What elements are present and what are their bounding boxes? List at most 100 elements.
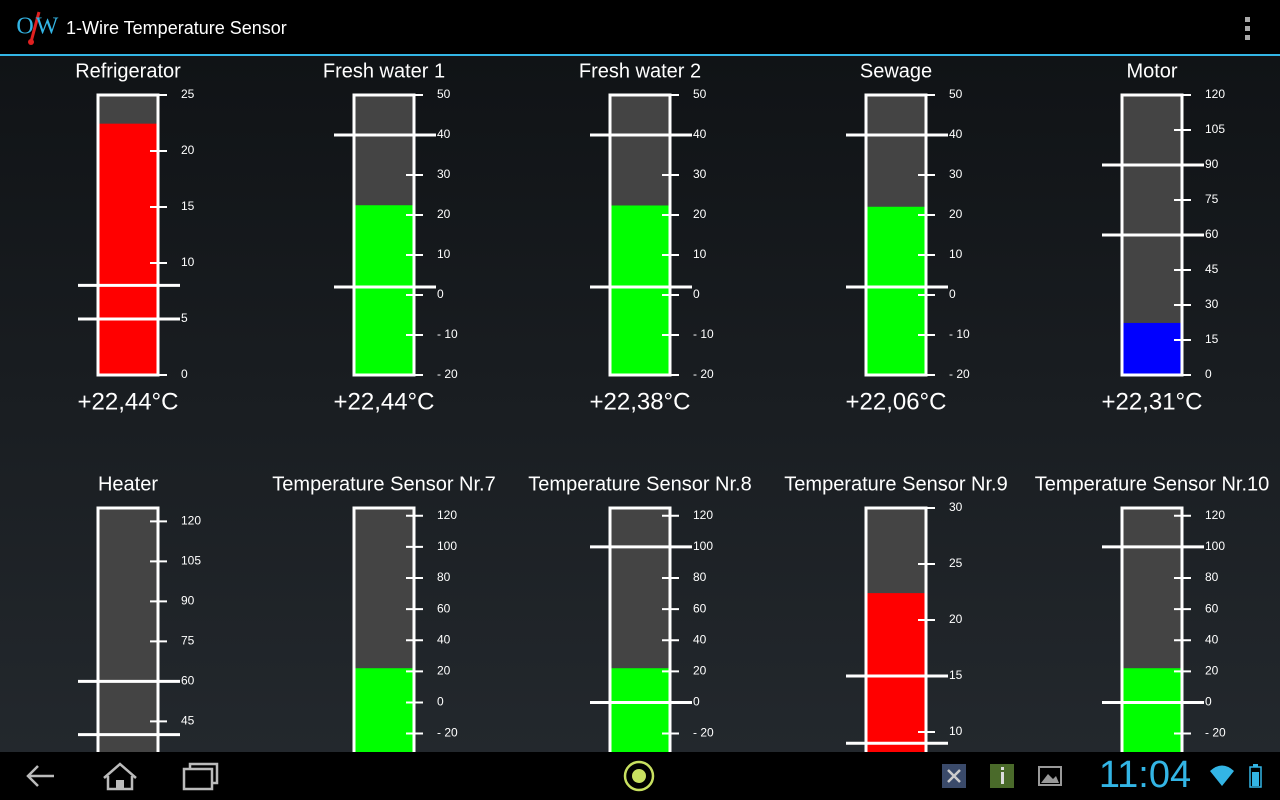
tick-label: 40 xyxy=(693,632,707,646)
tick-label: 120 xyxy=(693,508,713,522)
tick-label: 15 xyxy=(1205,332,1219,346)
tick-label: 20 xyxy=(437,664,451,678)
tick-label: 20 xyxy=(949,612,963,626)
tick-label: 15 xyxy=(949,668,963,682)
gauge-reading: +22,44°C xyxy=(77,388,178,415)
tick-label: 60 xyxy=(693,601,707,615)
gauge-frame xyxy=(352,506,416,752)
recents-button[interactable] xyxy=(182,762,219,791)
tick-label: 80 xyxy=(1205,570,1219,584)
gauge-level xyxy=(610,668,670,752)
tick-label: 0 xyxy=(1205,367,1212,381)
home-button[interactable] xyxy=(103,762,137,791)
gauge-title: Refrigerator xyxy=(75,60,181,82)
app-switch-button[interactable] xyxy=(623,760,655,792)
tick-label: - 20 xyxy=(949,367,970,381)
notification-glyph xyxy=(1001,772,1004,784)
gauge-reading: +22,06°C xyxy=(845,388,946,415)
gauge-reading: +22,31°C xyxy=(1101,388,1202,415)
tick-label: 100 xyxy=(693,539,713,553)
tick-label: 120 xyxy=(1205,508,1225,522)
gauge-level xyxy=(1122,322,1182,375)
gauge-level xyxy=(610,205,670,375)
temperature-gauge: Temperature Sensor Nr.8 - 20 0 20 40 60 80 100 1… xyxy=(528,473,752,752)
notification-glyph xyxy=(1001,767,1004,770)
tick-label: 30 xyxy=(949,167,963,181)
tick-label: 40 xyxy=(1205,632,1219,646)
gauge-level xyxy=(354,668,414,752)
clock: 11:04 xyxy=(1099,754,1191,796)
gauge-title: Heater xyxy=(98,473,158,495)
gauge-level xyxy=(98,123,158,375)
tick-label: 20 xyxy=(693,207,707,221)
tick-label: 45 xyxy=(1205,262,1219,276)
overflow-menu[interactable] xyxy=(1245,17,1250,40)
app-logo[interactable]: O W xyxy=(16,11,59,45)
tick-label: 20 xyxy=(437,207,451,221)
tick-label: 10 xyxy=(181,255,195,269)
tick-label: 0 xyxy=(1205,695,1212,709)
tick-label: 60 xyxy=(181,674,195,688)
gauge-title: Temperature Sensor Nr.10 xyxy=(1035,473,1270,495)
tick-label: 30 xyxy=(949,500,963,514)
app-title: 1-Wire Temperature Sensor xyxy=(66,18,287,38)
gauge-title: Fresh water 1 xyxy=(323,60,445,82)
battery-icon xyxy=(1249,764,1262,788)
tick-label: 40 xyxy=(949,127,963,141)
tick-label: - 20 xyxy=(437,726,458,740)
recents-icon-back xyxy=(188,762,219,785)
tick-label: 0 xyxy=(693,287,700,301)
tick-label: 10 xyxy=(949,247,963,261)
tick-label: 50 xyxy=(437,87,451,101)
tick-label: 20 xyxy=(693,664,707,678)
gauge-frame xyxy=(608,93,672,377)
tick-label: 60 xyxy=(1205,227,1219,241)
tick-label: 25 xyxy=(949,556,963,570)
tick-label: 100 xyxy=(437,539,457,553)
back-button[interactable] xyxy=(26,765,54,787)
tick-label: - 10 xyxy=(437,327,458,341)
tick-label: 60 xyxy=(1205,601,1219,615)
tick-label: 100 xyxy=(1205,539,1225,553)
notification-glyph xyxy=(947,769,961,783)
temperature-gauge: Heater 45 60 75 90 105 120 xyxy=(78,473,201,752)
logo-thermometer xyxy=(29,11,41,43)
menu-dot xyxy=(1245,26,1250,31)
app-bar xyxy=(0,0,1280,54)
wifi-glyph xyxy=(1210,765,1234,786)
tick-label: 75 xyxy=(181,634,195,648)
gauge-title: Sewage xyxy=(860,60,932,82)
temperature-gauge: Temperature Sensor Nr.7 - 20 0 20 40 60 80 100 1… xyxy=(272,473,496,752)
tick-label: 90 xyxy=(181,594,195,608)
gauge-frame xyxy=(96,93,160,377)
tick-label: 10 xyxy=(949,724,963,738)
notification-icons[interactable] xyxy=(942,764,1062,788)
gauge-level xyxy=(866,593,926,752)
gauge-title: Temperature Sensor Nr.9 xyxy=(784,473,1007,495)
gauge-frame xyxy=(608,506,672,752)
gauge-title: Motor xyxy=(1126,60,1177,82)
ring-icon xyxy=(623,760,655,792)
wifi-icon xyxy=(1210,765,1234,786)
temperature-gauge: Refrigerator 0 5 10 15 20 25 +22,44°C xyxy=(75,60,194,415)
tick-label: 15 xyxy=(181,199,195,213)
tick-label: 30 xyxy=(437,167,451,181)
tick-label: 20 xyxy=(1205,664,1219,678)
temperature-gauge: Fresh water 2 - 20 - 10 0 10 20 30 40 50 +22,38°C xyxy=(579,60,714,415)
tick-label: 120 xyxy=(181,514,201,528)
tick-label: - 10 xyxy=(693,327,714,341)
tick-label: 0 xyxy=(949,287,956,301)
gauge-title: Temperature Sensor Nr.7 xyxy=(272,473,495,495)
temperature-gauge: Fresh water 1 - 20 - 10 0 10 20 30 40 50 +22,44°C xyxy=(323,60,458,415)
logo-letter: W xyxy=(36,14,59,40)
tick-label: - 20 xyxy=(693,726,714,740)
gauge-frame xyxy=(1120,506,1184,752)
temperature-gauge: Temperature Sensor Nr.9 10 15 20 25 30 xyxy=(784,473,1008,752)
gauge-frame xyxy=(352,93,416,377)
tick-label: 105 xyxy=(1205,122,1225,136)
tick-label: - 20 xyxy=(693,367,714,381)
tick-label: 105 xyxy=(181,554,201,568)
